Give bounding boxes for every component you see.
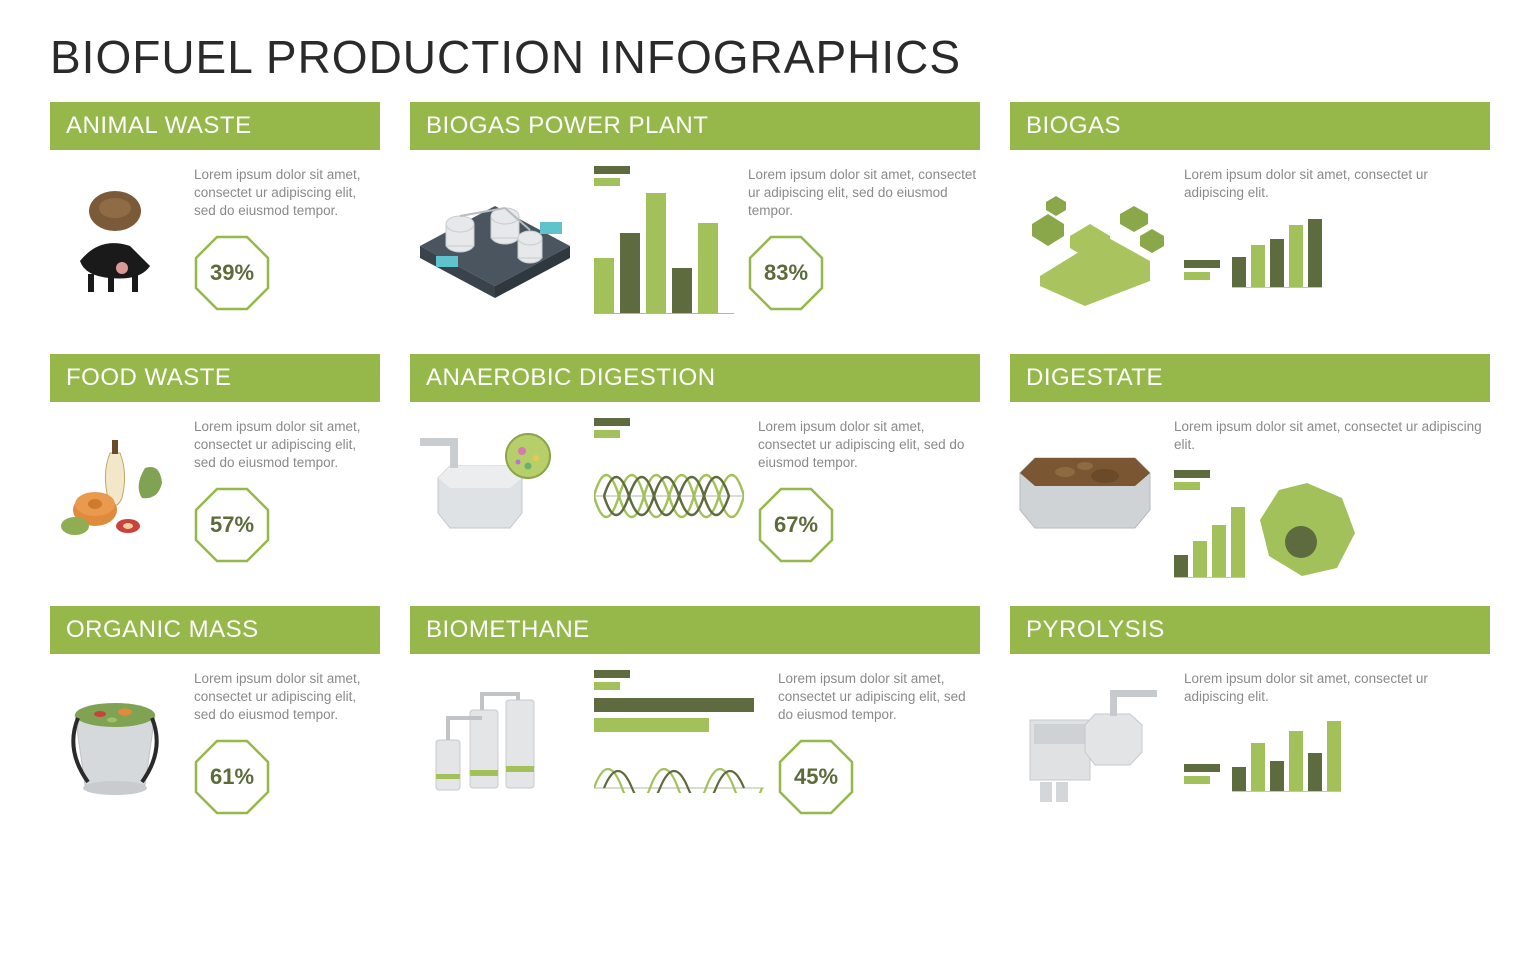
mini-bar-chart: [1232, 218, 1322, 288]
desc-text: Lorem ipsum dolor sit amet, consectet ur…: [778, 670, 980, 725]
bar: [594, 258, 614, 313]
bar: [1327, 721, 1341, 791]
desc-text: Lorem ipsum dolor sit amet, consectet ur…: [194, 166, 380, 221]
bar: [1270, 761, 1284, 791]
hbar: [594, 718, 709, 732]
legend-swatch: [594, 430, 620, 438]
bar: [1232, 767, 1246, 791]
desc-text: Lorem ipsum dolor sit amet, consectet ur…: [748, 166, 980, 221]
bar: [1212, 525, 1226, 577]
biogas-cloud-icon: [1010, 166, 1170, 306]
bar: [646, 193, 666, 313]
panel-header: DIGESTATE: [1010, 354, 1490, 402]
legend-swatch: [594, 166, 630, 174]
legend-swatch: [594, 418, 630, 426]
desc-text: Lorem ipsum dolor sit amet, consectet ur…: [194, 418, 380, 473]
legend-swatch: [1174, 470, 1210, 478]
legend-swatch: [1184, 260, 1220, 268]
bar: [698, 223, 718, 313]
bar: [1251, 743, 1265, 791]
pie-icon: [1257, 478, 1357, 578]
mini-bar-chart: [1232, 722, 1341, 792]
bucket-icon: [50, 670, 180, 800]
panel-animal-waste: ANIMAL WASTE Lorem ipsum dolor sit amet,…: [50, 102, 380, 336]
panel-biogas: BIOGAS Lorem ipsum dolor s: [1010, 102, 1490, 336]
digestate-tank-icon: [1010, 418, 1160, 558]
bar: [1270, 239, 1284, 287]
legend-swatch: [594, 178, 620, 186]
panel-organic-mass: ORGANIC MASS Lorem ipsum dolor sit amet,…: [50, 606, 380, 840]
legend-swatch: [1174, 482, 1200, 490]
panel-header: BIOMETHANE: [410, 606, 980, 654]
panel-header: ANAEROBIC DIGESTION: [410, 354, 980, 402]
hbar-wave-chart: [594, 670, 764, 798]
panel-header: PYROLYSIS: [1010, 606, 1490, 654]
panel-header: ORGANIC MASS: [50, 606, 380, 654]
legend-swatch: [594, 670, 630, 678]
desc-text: Lorem ipsum dolor sit amet, consectet ur…: [758, 418, 980, 473]
pct-badge: 39%: [194, 235, 270, 311]
hbar: [594, 698, 754, 712]
wave-chart: [594, 418, 744, 551]
bar-chart: [594, 166, 734, 314]
bar: [1308, 219, 1322, 287]
panel-header: BIOGAS: [1010, 102, 1490, 150]
pct-badge: 67%: [758, 487, 834, 563]
panel-food-waste: FOOD WASTE Lorem ipsum dolor sit amet, c…: [50, 354, 380, 588]
digester-tank-icon: [410, 418, 580, 558]
panel-digestate: DIGESTATE Lorem ipsum dolor sit amet, co…: [1010, 354, 1490, 588]
cow-icon: [50, 166, 180, 296]
food-waste-icon: [50, 418, 180, 548]
bar: [1193, 541, 1207, 577]
bar: [1289, 225, 1303, 287]
pct-badge: 61%: [194, 739, 270, 815]
legend-swatch: [1184, 764, 1220, 772]
desc-text: Lorem ipsum dolor sit amet, consectet ur…: [1184, 166, 1490, 202]
desc-text: Lorem ipsum dolor sit amet, consectet ur…: [1184, 670, 1490, 706]
biomethane-tanks-icon: [410, 670, 580, 810]
legend-swatch: [1184, 776, 1210, 784]
bar: [1251, 245, 1265, 287]
infographic-grid: ANIMAL WASTE Lorem ipsum dolor sit amet,…: [50, 102, 1490, 840]
pct-badge: 83%: [748, 235, 824, 311]
power-plant-icon: [410, 166, 580, 306]
page-title: BIOFUEL PRODUCTION INFOGRAPHICS: [50, 30, 1490, 84]
bar: [1231, 507, 1245, 577]
bar: [672, 268, 692, 313]
bar: [1232, 257, 1246, 287]
pyrolysis-machine-icon: [1010, 670, 1170, 810]
panel-anaerobic: ANAEROBIC DIGESTION: [410, 354, 980, 588]
panel-header: BIOGAS POWER PLANT: [410, 102, 980, 150]
bar: [1174, 555, 1188, 577]
bar: [1289, 731, 1303, 791]
desc-text: Lorem ipsum dolor sit amet, consectet ur…: [194, 670, 380, 725]
mini-bar-chart: [1174, 508, 1245, 578]
pct-badge: 45%: [778, 739, 854, 815]
panel-header: FOOD WASTE: [50, 354, 380, 402]
panel-biogas-plant: BIOGAS POWER PLANT: [410, 102, 980, 336]
legend-swatch: [594, 682, 620, 690]
pct-badge: 57%: [194, 487, 270, 563]
panel-pyrolysis: PYROLYSIS Lorem ipsum dolor sit amet, co…: [1010, 606, 1490, 840]
bar: [1308, 753, 1322, 791]
panel-header: ANIMAL WASTE: [50, 102, 380, 150]
panel-biomethane: BIOMETHANE: [410, 606, 980, 840]
desc-text: Lorem ipsum dolor sit amet, consectet ur…: [1174, 418, 1490, 454]
legend-swatch: [1184, 272, 1210, 280]
bar: [620, 233, 640, 313]
